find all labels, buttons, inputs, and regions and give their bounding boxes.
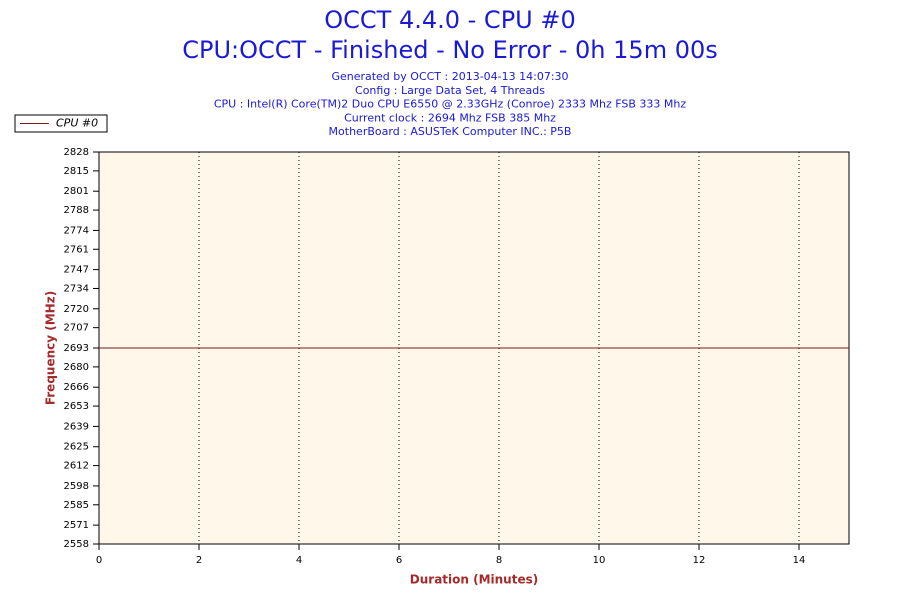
legend-box: [14, 114, 108, 133]
y-tick-label: 2801: [64, 186, 89, 197]
info-line: Config : Large Data Set, 4 Threads: [355, 84, 545, 97]
chart-subtitle: CPU:OCCT - Finished - No Error - 0h 15m …: [182, 36, 718, 64]
chart-title: OCCT 4.4.0 - CPU #0: [324, 6, 575, 34]
y-tick-label: 2585: [64, 500, 89, 511]
y-tick-label: 2774: [64, 225, 89, 236]
y-tick-label: 2788: [64, 205, 89, 216]
x-tick-label: 8: [496, 555, 502, 566]
x-tick-label: 4: [296, 555, 302, 566]
y-tick-label: 2761: [64, 244, 89, 255]
y-tick-label: 2734: [64, 283, 89, 294]
info-line: Generated by OCCT : 2013-04-13 14:07:30: [331, 70, 568, 83]
y-tick-label: 2693: [64, 343, 89, 354]
y-tick-label: 2680: [64, 362, 89, 373]
x-tick-label: 10: [593, 555, 606, 566]
y-tick-label: 2598: [64, 481, 89, 492]
y-tick-label: 2815: [64, 166, 89, 177]
y-tick-label: 2612: [64, 461, 89, 472]
y-tick-label: 2653: [64, 401, 89, 412]
y-tick-label: 2625: [64, 442, 89, 453]
y-tick-label: 2571: [64, 520, 89, 531]
info-line: CPU : Intel(R) Core(TM)2 Duo CPU E6550 @…: [214, 98, 686, 111]
x-tick-label: 14: [793, 555, 806, 566]
x-axis-label: Duration (Minutes): [410, 573, 538, 587]
y-tick-label: 2558: [64, 539, 89, 550]
x-tick-label: 12: [693, 555, 706, 566]
y-tick-label: 2828: [64, 147, 89, 158]
y-tick-label: 2639: [64, 421, 89, 432]
x-tick-label: 0: [96, 555, 102, 566]
x-tick-label: 2: [196, 555, 202, 566]
info-line: MotherBoard : ASUSTeK Computer INC.: P5B: [329, 125, 572, 138]
x-tick-label: 6: [396, 555, 402, 566]
y-tick-label: 2707: [64, 323, 89, 334]
y-axis-label: Frequency (MHz): [44, 291, 58, 405]
legend-label: CPU #0: [56, 117, 98, 130]
y-tick-label: 2720: [64, 304, 89, 315]
info-line: Current clock : 2694 Mhz FSB 385 Mhz: [344, 111, 556, 124]
y-tick-label: 2666: [64, 382, 89, 393]
y-tick-label: 2747: [64, 265, 89, 276]
